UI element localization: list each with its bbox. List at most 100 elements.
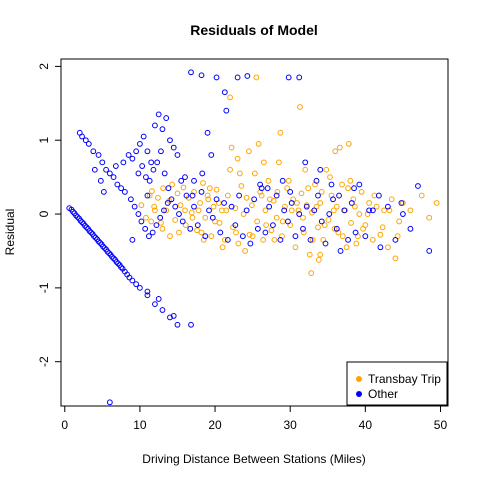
data-point: [369, 207, 376, 214]
data-point: [79, 219, 85, 226]
data-point: [146, 177, 153, 184]
data-point: [305, 185, 312, 192]
data-point: [377, 231, 384, 238]
data-point: [288, 207, 295, 214]
data-point: [296, 74, 303, 81]
data-point: [153, 222, 160, 229]
data-point: [213, 196, 220, 203]
data-point: [358, 188, 365, 195]
x-tick-label: 0: [61, 418, 68, 432]
data-point: [114, 181, 121, 188]
data-point: [126, 274, 133, 281]
data-point: [307, 236, 314, 243]
legend-marker-other: [356, 391, 362, 397]
data-point: [285, 74, 292, 81]
data-point: [152, 122, 158, 129]
data-point: [317, 251, 324, 258]
data-point: [246, 231, 253, 238]
data-point: [234, 74, 241, 81]
y-tick-label: 1: [37, 137, 51, 144]
data-point: [268, 227, 275, 234]
data-point: [317, 200, 324, 206]
data-point: [204, 192, 211, 199]
data-point: [369, 236, 376, 243]
data-point: [233, 229, 239, 236]
legend: Transbay Trip Other: [346, 361, 448, 406]
data-point: [224, 236, 231, 243]
data-point: [112, 163, 119, 169]
data-point: [362, 233, 369, 240]
legend-label-transbay: Transbay Trip: [368, 372, 441, 386]
data-point: [260, 236, 267, 243]
data-point: [379, 224, 386, 231]
data-point: [392, 236, 399, 243]
data-point: [199, 170, 206, 177]
data-point: [309, 236, 316, 243]
data-point: [251, 170, 258, 177]
data-point: [133, 281, 140, 288]
y-axis-label: Residual: [3, 209, 17, 256]
data-point: [315, 256, 322, 263]
data-point: [167, 314, 173, 321]
data-point: [396, 218, 403, 225]
data-point: [137, 284, 143, 291]
data-point: [174, 190, 181, 197]
data-point: [292, 233, 299, 240]
data-point: [174, 152, 181, 158]
data-point: [388, 196, 395, 203]
data-point: [333, 225, 340, 232]
data-point: [139, 163, 146, 169]
data-point: [198, 72, 205, 79]
data-point: [133, 148, 140, 155]
data-point: [79, 133, 85, 140]
data-point: [198, 188, 205, 195]
data-point: [255, 141, 262, 147]
data-point: [315, 224, 321, 231]
data-point: [254, 225, 261, 232]
data-point: [384, 244, 391, 251]
data-point: [398, 200, 405, 206]
y-axis: -2 -1 0 1 2: [37, 63, 61, 367]
data-point: [366, 207, 372, 214]
data-point: [315, 192, 321, 199]
data-point: [322, 240, 329, 247]
data-point: [298, 190, 305, 197]
data-point: [228, 144, 235, 151]
data-point: [148, 159, 155, 166]
data-point: [179, 218, 186, 225]
data-point: [142, 225, 149, 232]
plot-border: [60, 58, 449, 407]
data-point: [345, 141, 352, 147]
data-point: [377, 244, 384, 251]
data-point: [386, 207, 393, 214]
data-point: [143, 214, 149, 221]
data-point: [221, 89, 228, 96]
data-point: [236, 192, 242, 199]
data-point: [257, 188, 264, 195]
data-point: [277, 129, 284, 136]
data-point: [151, 203, 158, 210]
data-point: [120, 159, 127, 166]
data-point: [182, 174, 188, 181]
data-point: [407, 207, 414, 214]
data-point: [364, 211, 371, 217]
data-point: [138, 218, 145, 225]
data-point: [297, 104, 303, 110]
data-point: [129, 155, 136, 162]
data-point: [384, 203, 391, 210]
data-point: [426, 214, 433, 221]
data-point: [327, 174, 333, 181]
x-tick-label: 10: [133, 418, 147, 432]
data-point: [418, 192, 425, 199]
data-point: [345, 185, 351, 192]
data-point: [282, 203, 288, 210]
data-point: [83, 224, 90, 231]
data-point: [351, 185, 357, 192]
data-point: [176, 229, 182, 236]
data-point: [345, 236, 351, 243]
data-point: [341, 207, 348, 214]
data-point: [274, 188, 281, 195]
data-point: [183, 192, 190, 199]
